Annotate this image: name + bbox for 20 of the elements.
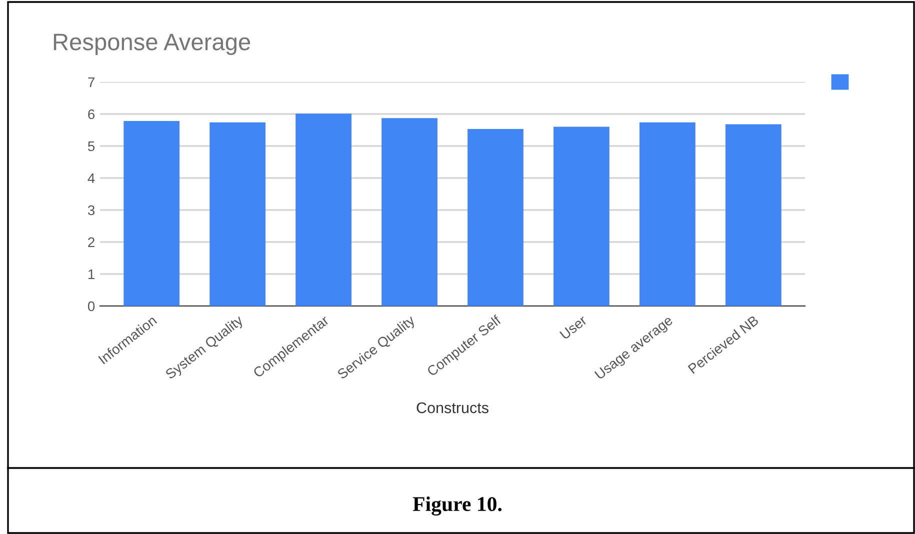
y-tick-label: 3 (88, 205, 95, 216)
y-tick-label: 1 (88, 269, 94, 280)
bar (725, 124, 782, 306)
bar (468, 129, 524, 306)
y-tick-label: 4 (88, 173, 95, 184)
bar (124, 121, 180, 306)
y-tick-label: 0 (88, 301, 95, 312)
x-tick-label: User (560, 314, 588, 340)
bar (210, 122, 266, 306)
bar (639, 122, 696, 306)
chart-title: Response Average (54, 34, 250, 56)
bar (382, 118, 438, 306)
x-axis-title: Constructs (416, 402, 488, 414)
bar (554, 126, 610, 306)
y-tick-label: 5 (88, 141, 95, 152)
y-tick-label: 2 (88, 237, 94, 248)
caption: Figure 10. (412, 496, 502, 516)
y-tick-label: 7 (88, 77, 94, 88)
y-tick-label: 6 (88, 109, 95, 120)
bar (296, 114, 352, 306)
